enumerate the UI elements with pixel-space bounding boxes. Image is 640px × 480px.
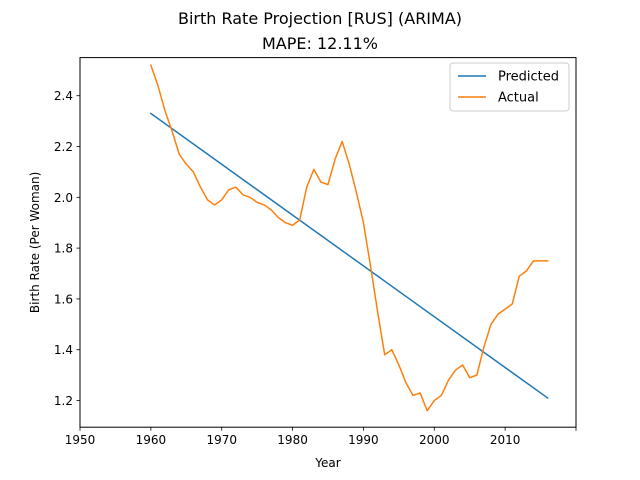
x-tick-label: 1990 [348, 433, 379, 447]
y-axis-label: Birth Rate (Per Woman) [28, 172, 42, 313]
x-tick-label: 2000 [419, 433, 450, 447]
y-tick-label: 1.2 [54, 394, 73, 408]
y-tick-label: 1.4 [54, 343, 73, 357]
y-tick-label: 2.4 [54, 89, 73, 103]
y-tick-label: 1.8 [54, 242, 73, 256]
legend-label-predicted: Predicted [498, 70, 559, 85]
x-tick-label: 1980 [277, 433, 308, 447]
series-line-predicted [149, 112, 549, 400]
x-tick-label: 1960 [136, 433, 167, 447]
x-axis-label: Year [314, 456, 340, 470]
series-line-actual [149, 64, 549, 412]
x-tick-label: 2010 [490, 433, 521, 447]
y-tick-label: 2.0 [54, 191, 73, 205]
x-tick-label: 1950 [65, 433, 96, 447]
chart-title: Birth Rate Projection [RUS] (ARIMA) [178, 9, 462, 28]
legend-box [449, 62, 570, 112]
axes-frame [79, 57, 577, 428]
y-axis: 1.2 1.4 1.6 1.8 2.0 2.2 2.4 [54, 89, 80, 408]
legend: Predicted Actual [449, 62, 570, 112]
x-tick-label: 1970 [206, 433, 237, 447]
y-tick-label: 2.2 [54, 140, 73, 154]
y-tick-label: 1.6 [54, 292, 73, 306]
x-axis: 1950 1960 1970 1980 1990 2000 2010 [65, 427, 577, 447]
plot-lines [149, 64, 549, 412]
chart-subtitle: MAPE: 12.11% [262, 34, 378, 53]
legend-label-actual: Actual [498, 91, 539, 106]
